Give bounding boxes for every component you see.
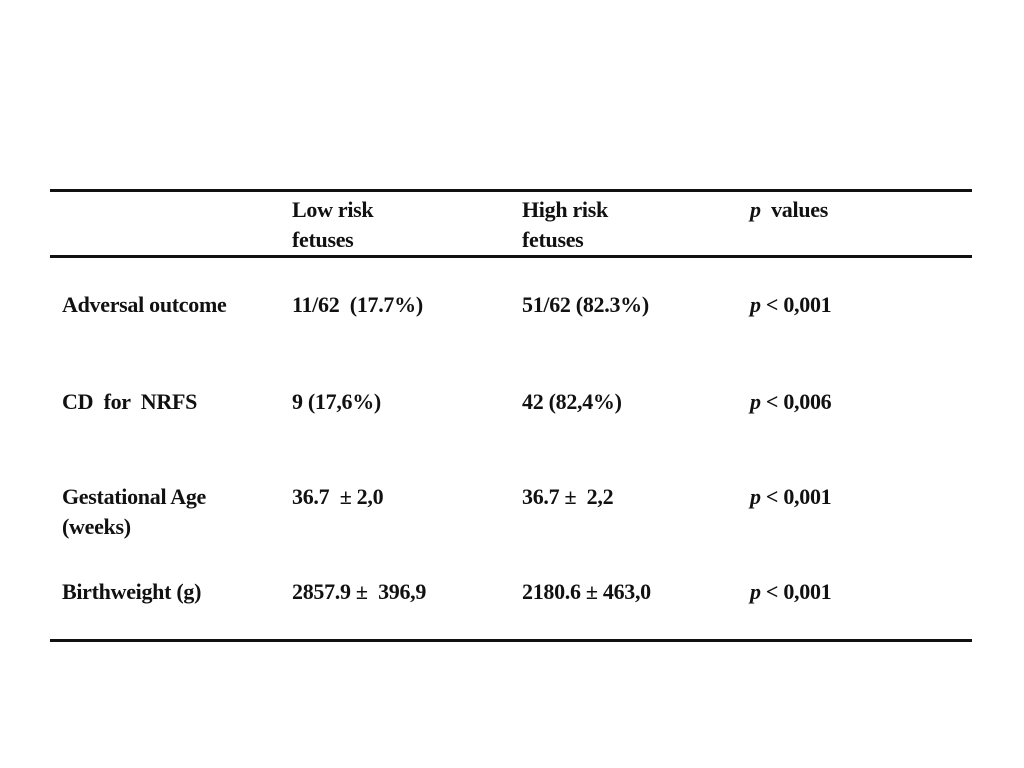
cell: 2180.6 ± 463,0 <box>522 579 651 604</box>
cell: 51/62 (82.3%) <box>522 292 649 317</box>
column-header: fetuses <box>292 227 354 252</box>
column-header: p values <box>750 197 828 222</box>
top-rule <box>50 189 972 192</box>
column-header: High risk <box>522 197 608 222</box>
cell: 11/62 (17.7%) <box>292 292 423 317</box>
column-header: fetuses <box>522 227 584 252</box>
header-rule <box>50 255 972 258</box>
cell: p < 0,001 <box>750 579 832 604</box>
cell: 42 (82,4%) <box>522 389 622 414</box>
row-label: CD for NRFS <box>62 389 198 414</box>
bottom-rule <box>50 639 972 642</box>
cell: p < 0,006 <box>750 389 832 414</box>
row-label: (weeks) <box>62 514 131 539</box>
cell: 2857.9 ± 396,9 <box>292 579 427 604</box>
cell: 36.7 ± 2,0 <box>292 484 384 509</box>
row-label: Birthweight (g) <box>62 579 202 604</box>
cell: 9 (17,6%) <box>292 389 381 414</box>
row-label: Gestational Age <box>62 484 206 509</box>
cell: p < 0,001 <box>750 292 832 317</box>
row-label: Adversal outcome <box>62 292 227 317</box>
column-header: Low risk <box>292 197 374 222</box>
cell: 36.7 ± 2,2 <box>522 484 614 509</box>
cell: p < 0,001 <box>750 484 832 509</box>
